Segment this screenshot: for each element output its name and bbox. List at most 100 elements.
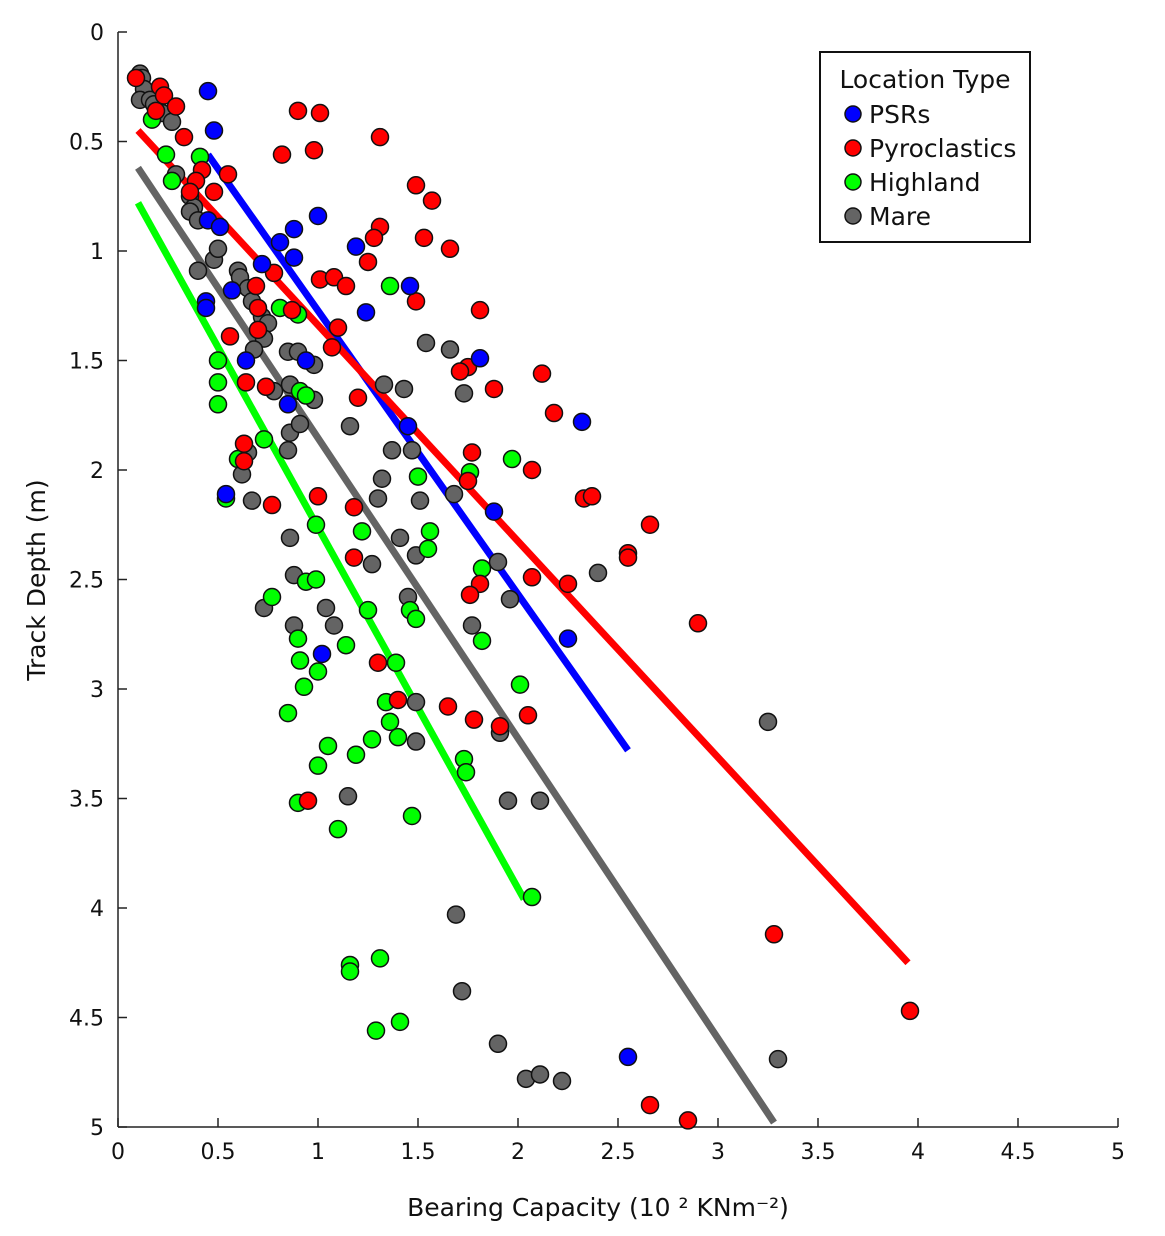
legend-label-mare: Mare: [869, 202, 931, 231]
point-pyroclastics: [370, 127, 390, 147]
point-mare: [394, 379, 414, 399]
y-tick-label: 2: [90, 459, 104, 484]
legend-items: PSRs Pyroclastics Highland Mare: [844, 100, 1016, 231]
point-mare: [530, 791, 550, 810]
point-mare: [416, 333, 436, 353]
point-pyroclastics: [344, 497, 364, 517]
fit-line-mare: [135, 165, 777, 1125]
y-tick-label: 3.5: [69, 788, 104, 813]
point-psrs: [308, 206, 328, 226]
point-pyroclastics: [406, 176, 426, 195]
point-pyroclastics: [460, 585, 480, 605]
point-pyroclastics: [406, 292, 426, 311]
point-pyroclastics: [256, 377, 276, 397]
x-tick-label: 0: [111, 1140, 125, 1165]
point-highland: [380, 712, 400, 732]
point-highland: [370, 949, 390, 968]
point-mare: [768, 1049, 788, 1069]
point-highland: [352, 522, 372, 541]
point-pyroclastics: [364, 228, 384, 248]
legend-marker-psrs: [844, 105, 862, 123]
point-mare: [368, 489, 388, 508]
point-highland: [336, 635, 356, 655]
point-psrs: [204, 121, 224, 140]
point-mare: [374, 375, 394, 394]
x-axis-title: Bearing Capacity (10 ² KNm⁻²): [407, 1193, 789, 1222]
point-pyroclastics: [532, 364, 552, 383]
legend-label-pyroclastics: Pyroclastics: [869, 134, 1016, 163]
point-pyroclastics: [688, 614, 708, 633]
point-mare: [462, 616, 482, 635]
point-pyroclastics: [414, 228, 434, 248]
y-tick-label: 4.5: [69, 1007, 104, 1032]
point-pyroclastics: [900, 1001, 920, 1021]
point-highland: [208, 373, 228, 392]
point-highland: [472, 631, 492, 651]
point-mare: [390, 528, 410, 548]
point-psrs: [236, 351, 256, 370]
point-psrs: [284, 248, 304, 267]
point-pyroclastics: [470, 300, 490, 320]
point-highland: [418, 539, 438, 559]
point-mare: [588, 563, 608, 583]
point-pyroclastics: [640, 515, 660, 534]
point-pyroclastics: [582, 487, 602, 506]
point-mare: [500, 589, 520, 609]
point-highland: [456, 762, 476, 782]
point-highland: [340, 962, 360, 981]
point-pyroclastics: [450, 362, 470, 381]
point-psrs: [618, 1047, 638, 1067]
y-axis-title: Track Depth (m): [22, 479, 51, 681]
point-mare: [280, 528, 300, 548]
point-highland: [388, 727, 408, 747]
point-psrs: [312, 644, 332, 664]
point-highland: [296, 386, 316, 405]
point-pyroclastics: [282, 300, 302, 320]
point-pyroclastics: [344, 548, 364, 567]
point-mare: [242, 491, 262, 510]
point-pyroclastics: [234, 434, 254, 453]
point-pyroclastics: [640, 1095, 660, 1115]
point-pyroclastics: [248, 298, 268, 318]
point-psrs: [470, 349, 490, 368]
point-highland: [402, 806, 422, 826]
point-highland: [290, 651, 310, 670]
point-pyroclastics: [236, 373, 256, 392]
point-highland: [262, 587, 282, 607]
point-pyroclastics: [328, 318, 348, 337]
point-pyroclastics: [490, 716, 510, 736]
point-mare: [340, 416, 360, 436]
point-mare: [552, 1071, 572, 1091]
legend-label-psrs: PSRs: [869, 100, 930, 129]
y-tick-label: 4: [90, 897, 104, 922]
legend-title: Location Type: [839, 65, 1010, 94]
point-pyroclastics: [484, 379, 504, 399]
point-psrs: [198, 81, 218, 101]
point-pyroclastics: [154, 86, 174, 105]
point-mare: [290, 414, 310, 434]
x-axis-title-text: Bearing Capacity (10 ² KNm⁻²): [407, 1193, 789, 1222]
point-highland: [162, 171, 182, 191]
point-pyroclastics: [166, 97, 186, 116]
point-psrs: [346, 237, 366, 256]
point-mare: [188, 261, 208, 280]
point-highland: [362, 730, 382, 749]
point-psrs: [356, 303, 376, 322]
point-mare: [454, 384, 474, 403]
point-pyroclastics: [248, 320, 268, 340]
point-mare: [406, 692, 426, 712]
point-highland: [366, 1021, 386, 1040]
plot-axes: 0 0.5 1 1.5 2 2.5 3 3.5 4 4.5 500.511.522.533.544.…: [69, 21, 1125, 1165]
point-highland: [472, 559, 492, 578]
x-tick-label: 2: [511, 1140, 525, 1165]
legend-marker-pyroclastics: [844, 139, 862, 157]
point-mare: [440, 340, 460, 359]
point-psrs: [484, 502, 504, 521]
y-tick-label: 2.5: [69, 569, 104, 594]
point-mare: [530, 1065, 550, 1084]
legend: Location Type PSRs Pyroclastics Highland Ma…: [819, 51, 1031, 243]
point-highland: [406, 609, 426, 629]
point-highland: [358, 600, 378, 620]
y-tick-label: 1.5: [69, 350, 104, 375]
